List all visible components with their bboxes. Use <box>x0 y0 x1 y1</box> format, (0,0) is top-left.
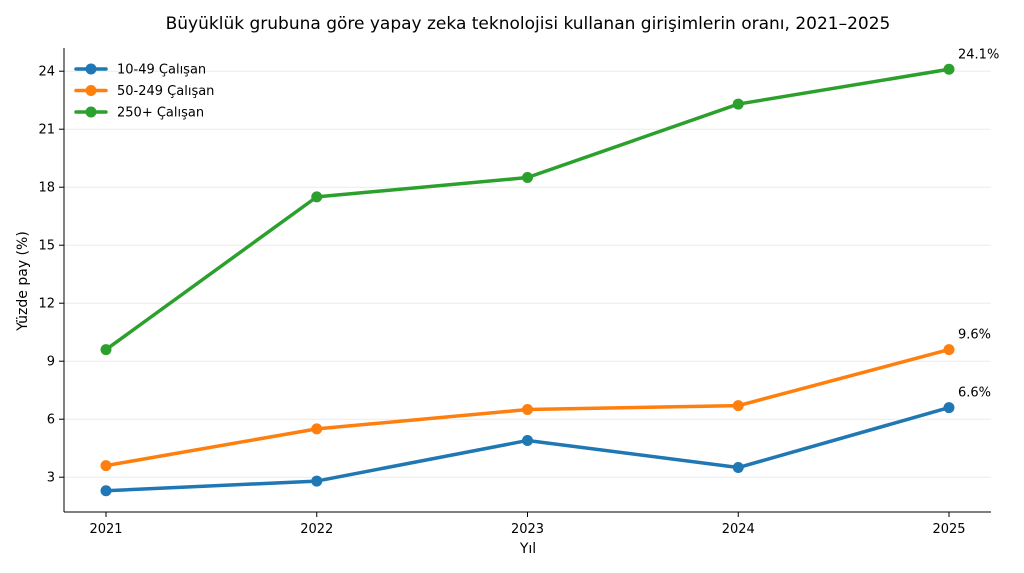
data-point <box>522 404 533 416</box>
series-line <box>104 405 951 493</box>
x-tick-label: 2022 <box>300 522 333 537</box>
data-point <box>100 344 112 356</box>
data-point <box>100 485 112 497</box>
series-2: 9.6% <box>100 328 991 472</box>
chart-title: Büyüklük grubuna göre yapay zeka teknolo… <box>166 14 891 34</box>
data-point <box>522 172 533 184</box>
end-value-label: 9.6% <box>958 328 991 343</box>
series-lines: 6.6% 9.6% 24.1% <box>100 47 999 497</box>
legend-marker <box>85 85 97 96</box>
legend-label: 50-249 Çalışan <box>117 84 214 99</box>
data-point <box>732 400 744 412</box>
legend-label: 10-49 Çalışan <box>117 63 206 78</box>
data-point <box>311 191 323 203</box>
y-tick-label: 9 <box>47 355 55 370</box>
data-point <box>100 460 112 472</box>
x-tick-label: 2023 <box>511 522 544 537</box>
legend-item: 50-249 Çalışan <box>74 84 214 99</box>
data-point <box>732 98 744 110</box>
x-axis-label: Yıl <box>519 541 536 557</box>
series-line <box>104 67 951 352</box>
series-1: 6.6% <box>100 386 991 497</box>
y-axis-label: Yüzde pay (%) <box>15 231 31 332</box>
y-tick-label: 24 <box>38 65 55 80</box>
x-tick-label: 2025 <box>932 522 965 537</box>
data-point <box>943 344 955 356</box>
data-point <box>732 462 744 474</box>
legend-marker <box>85 63 97 75</box>
y-tick-label: 21 <box>38 123 55 138</box>
legend-marker <box>85 106 97 118</box>
data-point <box>311 423 323 435</box>
y-tick-label: 3 <box>47 471 55 486</box>
y-tick-label: 18 <box>38 181 55 196</box>
legend: 10-49 Çalışan 50-249 Çalışan 250+ Çalışan <box>74 63 214 121</box>
grid-lines <box>64 70 991 478</box>
data-point <box>522 434 533 446</box>
legend-item: 250+ Çalışan <box>74 106 204 121</box>
series-3: 24.1% <box>100 47 999 356</box>
end-value-label: 6.6% <box>958 386 991 401</box>
x-tick-label: 2021 <box>89 522 122 537</box>
data-point <box>311 475 323 487</box>
axes: 3 6 9 12 15 18 21 24 2021 2022 2023 2024 2025 <box>38 48 991 537</box>
data-point <box>943 402 955 414</box>
y-tick-label: 15 <box>38 239 55 254</box>
y-tick-label: 12 <box>38 297 55 312</box>
end-value-label: 24.1% <box>958 47 999 62</box>
x-tick-label: 2024 <box>722 522 755 537</box>
data-point <box>943 63 955 75</box>
legend-item: 10-49 Çalışan <box>74 63 206 78</box>
legend-label: 250+ Çalışan <box>117 106 204 121</box>
y-tick-label: 6 <box>47 413 55 428</box>
